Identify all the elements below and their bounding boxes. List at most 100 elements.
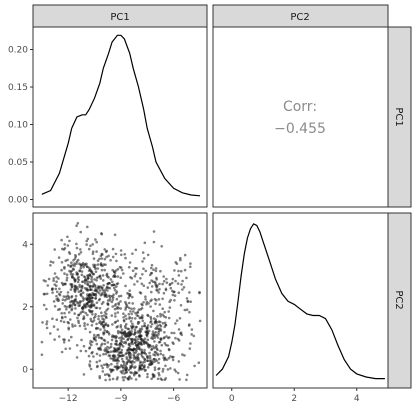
scatter-point <box>115 297 119 301</box>
x-tick-label-pc2: 2 <box>291 394 297 404</box>
scatter-point <box>71 273 75 276</box>
scatter-point <box>116 347 119 350</box>
scatter-point <box>90 280 94 283</box>
scatter-point <box>168 336 171 339</box>
scatter-point <box>115 282 119 286</box>
scatter-point <box>94 297 97 300</box>
strip-col-pc2-label: PC2 <box>290 12 309 23</box>
scatter-point <box>61 298 65 302</box>
scatter-point <box>157 357 161 361</box>
scatter-point <box>80 338 83 342</box>
scatter-point <box>95 279 98 282</box>
scatter-point <box>100 302 104 306</box>
scatter-point <box>86 289 89 292</box>
scatter-point <box>140 282 144 286</box>
scatter-point <box>84 281 87 285</box>
scatter-point <box>69 300 72 304</box>
scatter-point <box>164 343 168 347</box>
scatter-point <box>158 373 161 377</box>
scatter-point <box>70 285 74 288</box>
scatter-point <box>86 282 89 286</box>
scatter-point <box>83 322 86 325</box>
scatter-point <box>90 278 93 281</box>
scatter-point <box>156 327 159 330</box>
scatter-point <box>162 279 166 283</box>
scatter-point <box>126 377 129 380</box>
scatter-point <box>153 350 157 354</box>
x-tick-label-pc1: −9 <box>114 394 128 404</box>
scatter-point <box>89 244 92 248</box>
scatter-point <box>167 310 170 313</box>
scatter-point <box>119 324 123 327</box>
scatter-point <box>75 246 79 250</box>
scatter-point <box>91 291 94 295</box>
scatter-point <box>66 291 70 294</box>
scatter-point <box>136 338 139 341</box>
scatter-point <box>99 328 102 331</box>
scatter-point <box>112 354 115 358</box>
x-tick-label-pc2: 0 <box>229 394 235 404</box>
scatter-point <box>114 252 118 256</box>
scatter-point <box>116 329 120 333</box>
scatter-point <box>134 311 137 315</box>
scatter-point <box>190 333 193 336</box>
x-tick-label-pc2: 4 <box>354 394 360 404</box>
scatter-point <box>106 282 109 286</box>
scatter-point <box>60 350 64 354</box>
scatter-point <box>124 284 127 288</box>
scatter-point <box>183 354 186 357</box>
scatter-point <box>75 242 78 246</box>
scatter-point <box>102 338 106 342</box>
scatter-point <box>130 325 133 328</box>
scatter-point <box>154 282 157 285</box>
scatter-point <box>108 378 112 381</box>
scatter-point <box>130 363 134 366</box>
scatter-point <box>146 356 149 359</box>
scatter-point <box>51 287 54 291</box>
scatter-point <box>135 348 138 351</box>
scatter-point <box>83 303 86 306</box>
scatter-point <box>177 269 180 273</box>
scatter-point <box>119 342 123 346</box>
scatter-point <box>100 322 104 326</box>
scatter-point <box>87 247 91 251</box>
scatter-point <box>63 304 67 308</box>
scatter-point <box>49 332 52 335</box>
scatter-point <box>138 364 141 367</box>
scatter-point <box>179 258 182 262</box>
scatter-point <box>100 268 104 272</box>
scatter-point <box>75 356 79 359</box>
scatter-point <box>42 292 46 296</box>
scatter-point <box>150 285 154 288</box>
scatter-point <box>179 331 183 335</box>
scatter-point <box>45 326 49 330</box>
scatter-point <box>106 302 109 305</box>
scatter-point <box>173 368 176 372</box>
scatter-point <box>161 370 165 373</box>
scatter-point <box>161 282 164 286</box>
scatter-point <box>148 354 152 358</box>
scatter-point <box>102 318 106 321</box>
scatter-point <box>100 314 103 318</box>
scatter-point <box>95 342 99 346</box>
scatter-point <box>132 351 136 354</box>
scatter-point <box>178 317 182 320</box>
scatter-point <box>117 295 121 298</box>
scatter-point <box>90 343 93 347</box>
scatter-point <box>55 318 59 322</box>
scatter-point <box>97 315 100 318</box>
axes: 0.00 0.05 0.10 0.15 0.20 0 2 4 −12 −9 −6 0 2 4 <box>8 46 360 405</box>
scatter-point <box>128 306 131 310</box>
scatter-point <box>124 322 128 326</box>
scatter-point <box>55 280 58 284</box>
scatter-point <box>126 305 129 309</box>
scatter-point <box>97 275 100 279</box>
scatter-point <box>188 347 192 350</box>
scatter-point <box>129 320 133 323</box>
scatter-point <box>73 298 76 302</box>
scatter-point <box>119 370 123 373</box>
scatter-point <box>156 348 159 352</box>
scatter-point <box>119 339 123 342</box>
scatter-point <box>102 314 106 317</box>
scatter-point <box>89 288 92 292</box>
